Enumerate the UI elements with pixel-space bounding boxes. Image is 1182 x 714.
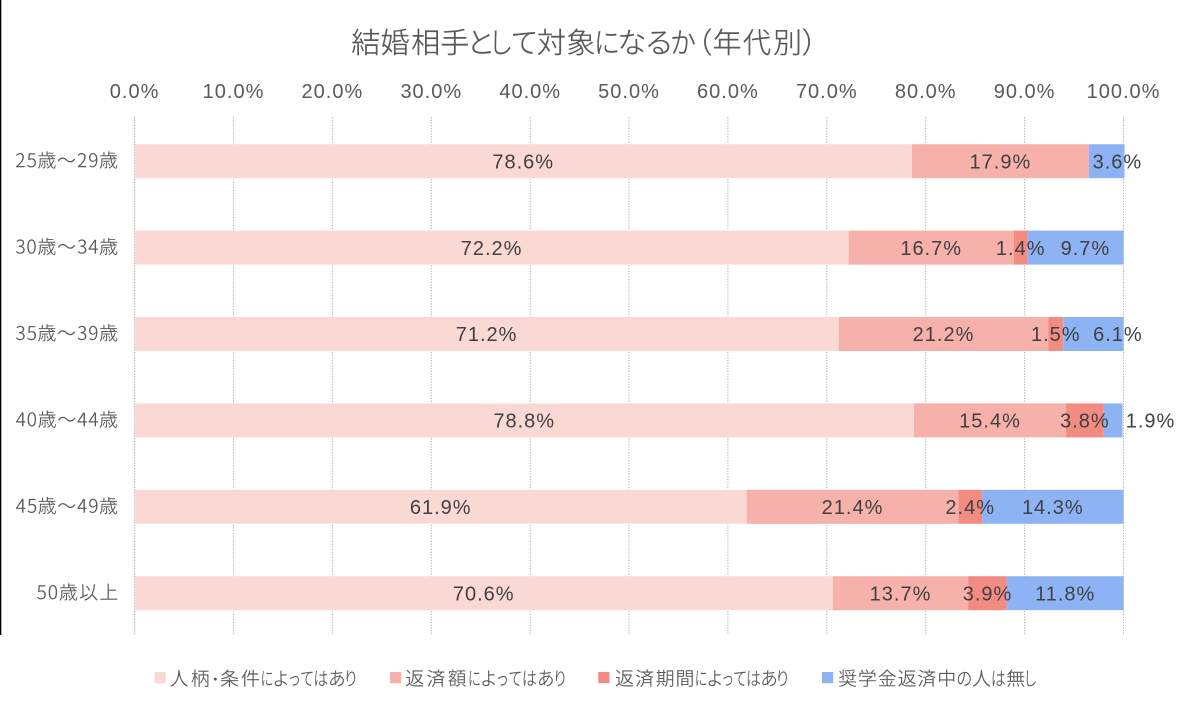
svg-text:100.0%: 100.0% <box>1087 81 1161 103</box>
svg-text:3.6%: 3.6% <box>1093 151 1143 173</box>
svg-text:16.7%: 16.7% <box>900 238 962 260</box>
svg-text:21.4%: 21.4% <box>822 497 884 519</box>
svg-text:1.9%: 1.9% <box>1126 411 1176 433</box>
svg-text:17.9%: 17.9% <box>970 151 1032 173</box>
svg-text:10.0%: 10.0% <box>203 81 265 103</box>
svg-text:14.3%: 14.3% <box>1022 497 1084 519</box>
svg-text:1.5%: 1.5% <box>1031 324 1081 346</box>
svg-text:40.0%: 40.0% <box>499 81 561 103</box>
svg-text:1.4%: 1.4% <box>996 238 1046 260</box>
svg-text:72.2%: 72.2% <box>461 238 523 260</box>
svg-text:71.2%: 71.2% <box>456 324 518 346</box>
svg-text:78.6%: 78.6% <box>492 151 554 173</box>
svg-text:3.9%: 3.9% <box>963 583 1013 605</box>
svg-text:0.0%: 0.0% <box>110 81 160 103</box>
svg-text:70.6%: 70.6% <box>453 583 515 605</box>
svg-text:70.0%: 70.0% <box>796 81 858 103</box>
svg-text:6.1%: 6.1% <box>1093 324 1143 346</box>
svg-text:21.2%: 21.2% <box>913 324 975 346</box>
svg-text:61.9%: 61.9% <box>410 497 472 519</box>
svg-text:3.8%: 3.8% <box>1060 411 1110 433</box>
svg-text:13.7%: 13.7% <box>870 583 932 605</box>
svg-text:60.0%: 60.0% <box>697 81 759 103</box>
svg-text:78.8%: 78.8% <box>493 411 555 433</box>
svg-text:50.0%: 50.0% <box>598 81 660 103</box>
svg-text:9.7%: 9.7% <box>1061 238 1111 260</box>
svg-text:90.0%: 90.0% <box>994 81 1056 103</box>
svg-text:80.0%: 80.0% <box>895 81 957 103</box>
svg-text:11.8%: 11.8% <box>1035 583 1095 605</box>
svg-text:15.4%: 15.4% <box>959 411 1021 433</box>
svg-text:2.4%: 2.4% <box>945 497 995 519</box>
svg-text:30.0%: 30.0% <box>400 81 462 103</box>
svg-text:20.0%: 20.0% <box>302 81 364 103</box>
